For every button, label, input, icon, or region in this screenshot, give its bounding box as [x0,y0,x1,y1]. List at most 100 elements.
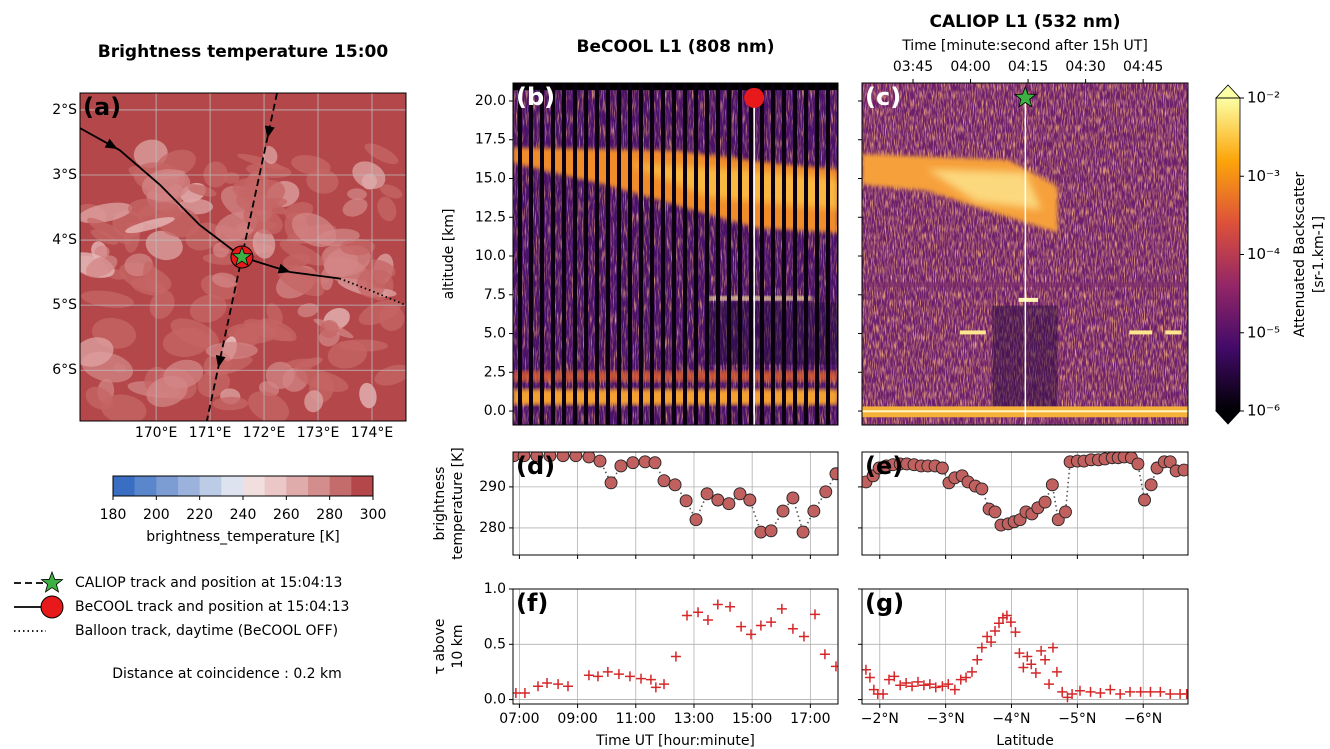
colorbar-bin [308,476,330,496]
cloud-texture [212,396,249,411]
low-cloud [1129,330,1153,335]
data-gap [661,83,665,425]
colorbar-tick-label: 10⁻³ [1247,167,1280,185]
colorbar-bin [264,476,287,496]
point [1144,478,1158,492]
colorbar-tick-label: 220 [186,507,213,523]
cloud-texture [162,327,210,357]
data-gap [540,83,544,425]
colorbar-bin [351,476,374,496]
point [1177,463,1188,477]
point [533,681,544,692]
cloud-texture [125,217,175,234]
cloud-texture [85,386,114,410]
point [1036,645,1047,656]
point [645,674,656,685]
point [556,452,570,463]
point [702,614,713,625]
point [592,671,603,682]
panel-label: (e) [865,452,903,480]
plot-area [862,610,1188,703]
data-gap [738,83,742,425]
point [901,677,912,688]
plot-area [513,452,838,539]
colorbar-tick-label: 260 [273,507,300,523]
top-tick-label: 04:15 [1008,59,1048,75]
cloud-texture [297,303,319,318]
point [1115,689,1126,700]
data-gap [650,83,654,425]
point [930,682,941,693]
point [895,680,906,691]
point [830,661,838,672]
cloud-texture [202,253,240,265]
point [1135,686,1146,697]
point [755,620,766,631]
colorbar [1216,98,1240,411]
point [862,664,871,675]
data-gap [782,83,786,425]
colorbar-bin [134,476,157,496]
point [542,677,553,688]
colorbar-label: [sr-1.km-1] [1311,216,1327,293]
data-gap [694,83,698,425]
cloud-texture [80,337,114,367]
note: Distance at coincidence : 0.2 km [112,666,342,682]
point [553,679,564,690]
panel-label: (d) [516,452,555,480]
point [513,687,521,698]
data-gap [529,83,533,425]
axes-frame [512,451,839,556]
point [990,626,1001,637]
colorbar-tick-label: 10⁻⁴ [1247,245,1280,263]
y-tick-label: 0.0 [484,403,506,419]
point [764,524,778,538]
point [746,629,757,640]
legend-marker [40,570,64,593]
x-tick-label: −3°N [927,711,965,727]
panel-label: (f) [516,589,548,617]
plot-area [513,599,838,698]
cloud-texture [340,238,376,256]
cirrus-core [927,169,1042,210]
point [976,642,987,653]
point [736,621,747,632]
legend-label: Balloon track, daytime (BeCOOL OFF) [75,623,338,639]
legend-marker [40,595,64,619]
data-gap [639,83,643,425]
point [1026,659,1037,670]
mid-cloud [1018,297,1039,302]
cloud-texture [342,198,368,217]
point [583,670,594,681]
point [1005,617,1016,628]
top-axis-label: Time [minute:second after 15h UT] [901,38,1148,54]
colorbar-tick-label: 300 [360,507,387,523]
colorbar-bin [286,476,309,496]
balloon-position [744,87,765,108]
cloud-texture [237,153,284,170]
colorbar-bin [199,476,222,496]
cloud-texture [243,205,283,235]
x-tick-label: −5°N [1058,711,1096,727]
cloud-texture [205,342,258,360]
point [689,513,703,527]
y-tick-label: 2.5 [484,364,506,380]
point [935,461,949,475]
point [1010,627,1021,638]
x-tick-label: 170°E [135,425,178,441]
point [1057,686,1068,697]
point [582,452,596,464]
y-axis-label: temperature [K] [450,447,466,560]
top-tick-label: 03:45 [893,59,933,75]
point [593,454,607,468]
point [604,476,618,490]
point [1105,684,1116,695]
panel-label: (g) [865,589,904,617]
colorbar-label: brightness_temperature [K] [146,529,339,545]
point [1131,457,1145,471]
point [659,679,670,690]
caliop-position [231,245,253,267]
x-tick-label: 174°E [351,425,394,441]
cloud-texture [364,143,399,165]
cloud-texture [379,184,403,199]
